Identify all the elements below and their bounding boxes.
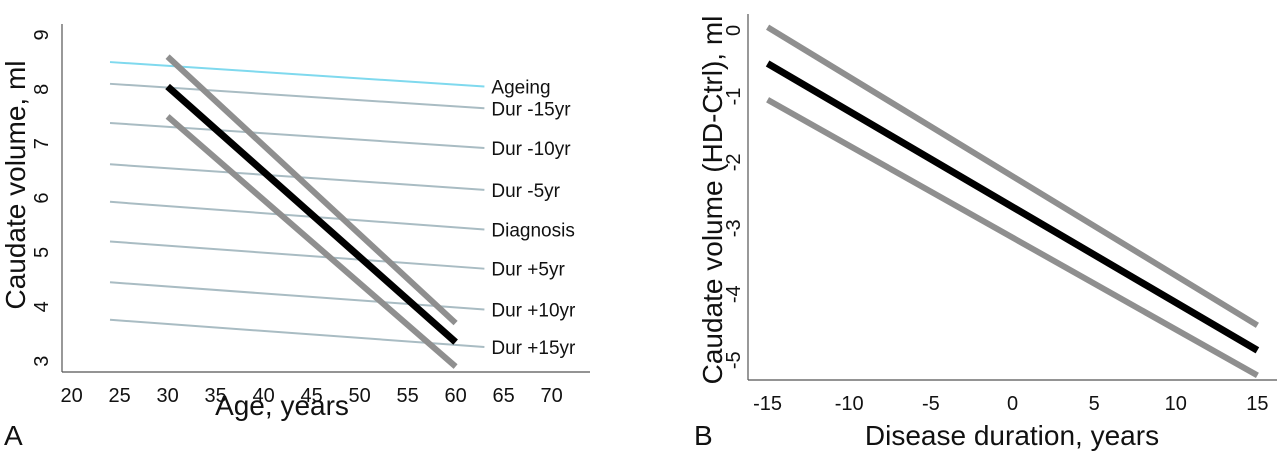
panel-b-fit-line	[765, 60, 1260, 354]
panel-a-x-tick-label: 35	[204, 385, 226, 407]
panel-b-x-axis-title: Disease duration, years	[865, 420, 1159, 451]
panel-a-y-tick-label: 7	[31, 138, 53, 149]
panel-a-y-tick-label: 5	[31, 247, 53, 258]
panel-b-x-tick-label: -10	[835, 393, 864, 415]
panel-a-y-tick-label: 9	[31, 29, 53, 40]
panel-a-ci-lower-line	[165, 114, 458, 369]
panel-a-x-tick-label: 20	[60, 385, 82, 407]
panel-a-x-tick-label: 40	[252, 385, 274, 407]
panel-a-x-tick-label: 65	[492, 385, 514, 407]
panel-a-x-tick-label: 60	[444, 385, 466, 407]
panel-b-y-tick-label: 0	[723, 25, 745, 36]
panel-b-letter: B	[694, 420, 713, 451]
panel-a-x-axis-title: Age, years	[215, 390, 349, 421]
panel-a-x-tick-label: 25	[108, 385, 130, 407]
panel-a-line-dur-10yr	[109, 281, 485, 311]
panel-a-series-label: Dur +15yr	[491, 338, 576, 359]
panel-a-x-tick-labels: 20 25 30 35 40 45 50 55 60 65 70	[60, 385, 562, 407]
panel-a-x-tick-label: 50	[348, 385, 370, 407]
panel-a-series-label: Ageing	[491, 78, 550, 99]
panel-a-x-tick-label: 55	[396, 385, 418, 407]
panel-a-plot-area	[109, 54, 485, 369]
panel-b-x-tick-label: -15	[753, 393, 782, 415]
panel-b-x-tick-labels: -15 -10 -5 0 5 10 15	[753, 393, 1268, 415]
panel-a-line-dur-15yr	[109, 318, 485, 348]
panel-b-plot-area	[765, 24, 1260, 378]
panel-a-ci-upper-line	[165, 54, 458, 326]
panel-a-x-tick-label: 30	[156, 385, 178, 407]
panel-b-y-tick-label: -3	[723, 219, 745, 237]
panel-b-ci-lower-line	[766, 97, 1259, 378]
panel-a-line-dur-15yr	[109, 82, 485, 110]
panel-a-series-label: Dur -15yr	[491, 99, 571, 120]
panel-a-y-tick-label: 8	[31, 84, 53, 95]
panel-a-series-label: Dur -10yr	[491, 139, 571, 160]
panel-b-ci-upper-line	[766, 24, 1259, 328]
panel-a-series-label: Dur -5yr	[491, 181, 560, 202]
panel-b-y-tick-label: -4	[723, 285, 745, 303]
panel-a-line-dur-5yr	[109, 240, 485, 270]
panel-b-x-tick-label: 5	[1089, 393, 1100, 415]
panel-b-y-tick-label: -5	[723, 351, 745, 369]
panel-a-fit-line	[165, 83, 458, 345]
panel-b-y-tick-labels: -5 -4 -3 -2 -1 0	[723, 25, 745, 369]
panel-b-x-tick-label: 0	[1007, 393, 1018, 415]
panel-a-x-tick-label: 45	[300, 385, 322, 407]
panel-a-letter: A	[4, 420, 23, 451]
panel-b-y-tick-label: -2	[723, 153, 745, 171]
panel-a-y-tick-labels: 3 4 5 6 7 8 9	[31, 29, 53, 366]
panel-a-series-label: Dur +5yr	[491, 260, 565, 281]
panel-a-series-label: Diagnosis	[491, 221, 574, 242]
panel-b-x-tick-label: 15	[1246, 393, 1268, 415]
panel-a-line-diagnosis	[109, 200, 485, 231]
panel-a-y-tick-label: 6	[31, 192, 53, 203]
panel-b-y-tick-label: -1	[723, 88, 745, 106]
panel-a-y-tick-label: 4	[31, 301, 53, 312]
panel-a-x-tick-label: 70	[540, 385, 562, 407]
panel-a-y-axis-title: Caudate volume, ml	[0, 60, 31, 309]
panel-a-series-label: Dur +10yr	[491, 300, 576, 321]
panel-a-line-ageing	[109, 61, 485, 88]
panel-a-line-dur-10yr	[109, 121, 485, 149]
panel-a-y-tick-label: 3	[31, 356, 53, 367]
panel-b-y-axis-title: Caudate volume (HD-Ctrl), ml	[697, 16, 728, 385]
panel-b: -15 -10 -5 0 5 10 15 -5-4-3-2-10 Disease durat…	[694, 14, 1277, 451]
panel-b-x-tick-label: -5	[922, 393, 940, 415]
panel-b-x-tick-label: 10	[1165, 393, 1187, 415]
